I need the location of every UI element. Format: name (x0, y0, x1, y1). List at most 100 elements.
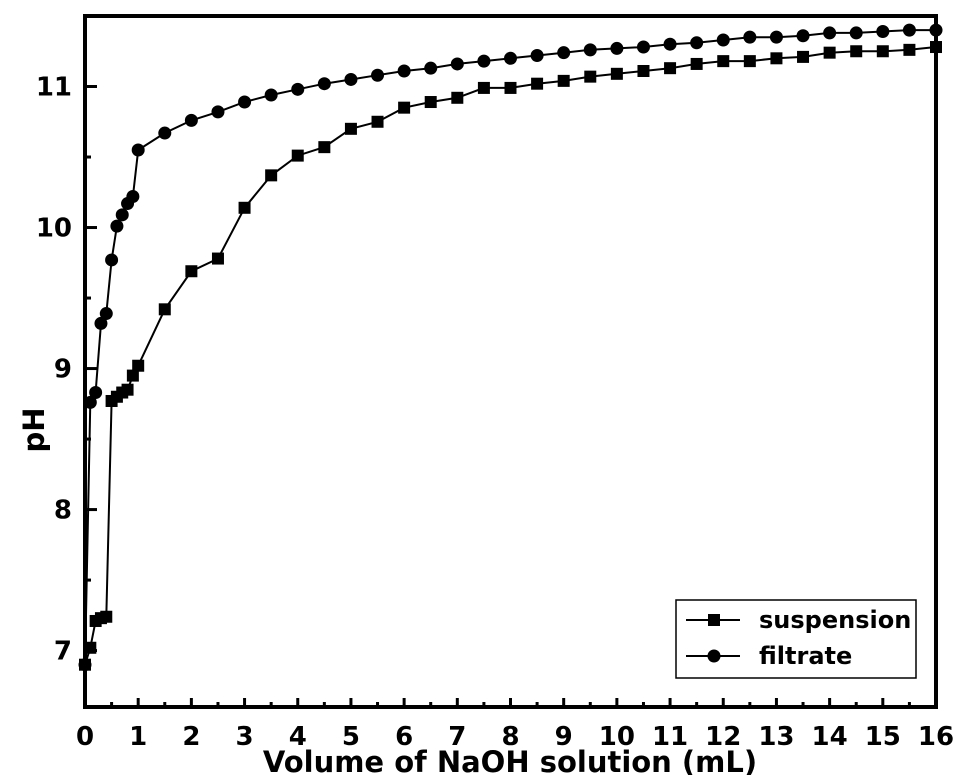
square-marker-icon (930, 41, 942, 54)
x-tick-label: 11 (652, 722, 688, 752)
square-marker-icon (637, 64, 650, 77)
circle-marker-icon (610, 41, 624, 55)
circle-marker-icon (264, 88, 278, 102)
x-tick-label: 13 (758, 722, 794, 752)
x-tick-label: 9 (555, 722, 573, 752)
x-tick-label: 2 (182, 722, 200, 752)
y-axis-title: pH (17, 407, 51, 452)
square-marker-icon (876, 45, 889, 58)
square-marker-icon (717, 55, 730, 68)
x-tick-label: 1 (129, 722, 147, 752)
x-tick-label: 6 (395, 722, 413, 752)
circle-marker-icon (876, 25, 890, 39)
square-marker-icon (100, 610, 113, 623)
square-marker-icon (344, 122, 357, 135)
circle-marker-icon (477, 54, 491, 68)
x-tick-label: 12 (705, 722, 741, 752)
circle-marker-icon (504, 51, 517, 65)
square-marker-icon (477, 81, 490, 94)
circle-marker-icon (131, 143, 145, 157)
square-marker-icon (185, 265, 198, 278)
x-tick-label: 4 (289, 722, 307, 752)
circle-marker-icon (663, 37, 677, 51)
square-marker-icon (126, 369, 139, 382)
x-tick-label: 15 (865, 722, 901, 752)
square-marker-icon (797, 50, 810, 63)
series-suspension (79, 41, 942, 671)
circle-marker-icon (184, 113, 198, 127)
circle-marker-icon (291, 82, 305, 96)
square-marker-icon (903, 43, 916, 56)
x-tick-label: 10 (599, 722, 635, 752)
circle-marker-icon (115, 208, 129, 222)
legend-label-suspension: suspension (759, 606, 911, 634)
square-marker-icon (265, 169, 278, 182)
square-marker-icon (84, 641, 97, 654)
circle-marker-icon (317, 77, 331, 91)
y-tick-label: 8 (54, 496, 72, 526)
circle-marker-icon (557, 46, 571, 60)
circle-marker-icon (450, 57, 464, 71)
circle-marker-icon (707, 649, 721, 663)
y-tick-label: 10 (36, 214, 72, 244)
circle-marker-icon (583, 43, 597, 57)
square-marker-icon (770, 52, 783, 65)
circle-marker-icon (636, 40, 650, 54)
x-axis-title: Volume of NaOH solution (mL) (263, 745, 757, 775)
circle-marker-icon (99, 307, 113, 321)
legend-item-filtrate: filtrate (686, 642, 852, 670)
square-marker-icon (823, 46, 836, 59)
circle-marker-icon (126, 190, 140, 204)
square-marker-icon (211, 252, 224, 265)
circle-marker-icon (371, 68, 385, 82)
y-tick-label: 9 (54, 355, 72, 385)
x-tick-label: 5 (342, 722, 360, 752)
circle-marker-icon (796, 29, 810, 43)
square-marker-icon (451, 91, 464, 104)
square-marker-icon (850, 45, 863, 58)
x-tick-label: 0 (76, 722, 94, 752)
legend-item-suspension: suspension (686, 606, 911, 634)
circle-marker-icon (344, 72, 358, 86)
circle-marker-icon (89, 386, 103, 400)
circle-marker-icon (530, 48, 544, 62)
circle-marker-icon (849, 26, 863, 40)
square-marker-icon (238, 201, 251, 214)
series-layer (78, 23, 943, 672)
circle-marker-icon (78, 658, 92, 672)
square-marker-icon (690, 57, 703, 70)
square-marker-icon (504, 81, 517, 94)
square-marker-icon (291, 149, 304, 162)
square-marker-icon (743, 55, 756, 68)
circle-marker-icon (823, 26, 837, 40)
circle-marker-icon (110, 219, 124, 233)
circle-marker-icon (902, 23, 916, 37)
square-marker-icon (132, 359, 145, 372)
circle-marker-icon (105, 253, 119, 267)
x-tick-label: 7 (448, 722, 466, 752)
square-marker-icon (398, 101, 411, 114)
square-marker-icon (371, 115, 384, 128)
legend-label-filtrate: filtrate (759, 642, 852, 670)
x-tick-label: 14 (812, 722, 848, 752)
square-marker-icon (424, 96, 437, 109)
circle-marker-icon (690, 36, 704, 50)
x-tick-label: 16 (918, 722, 954, 752)
square-marker-icon (708, 614, 720, 626)
circle-marker-icon (211, 105, 225, 119)
y-tick-label: 11 (36, 73, 72, 103)
x-axis-ticks: 0 1 2 3 4 5 6 7 8 9 10 11 12 13 14 15 16 (76, 698, 954, 752)
square-marker-icon (610, 67, 623, 80)
square-marker-icon (158, 303, 171, 316)
square-marker-icon (531, 77, 544, 90)
series-line (84, 29, 936, 665)
series-line (84, 46, 937, 665)
square-marker-icon (664, 62, 677, 75)
x-tick-label: 8 (501, 722, 519, 752)
circle-marker-icon (929, 23, 943, 37)
legend: suspension filtrate (675, 599, 917, 679)
series-filtrate (78, 23, 943, 672)
square-marker-icon (557, 74, 570, 87)
square-marker-icon (584, 70, 597, 83)
